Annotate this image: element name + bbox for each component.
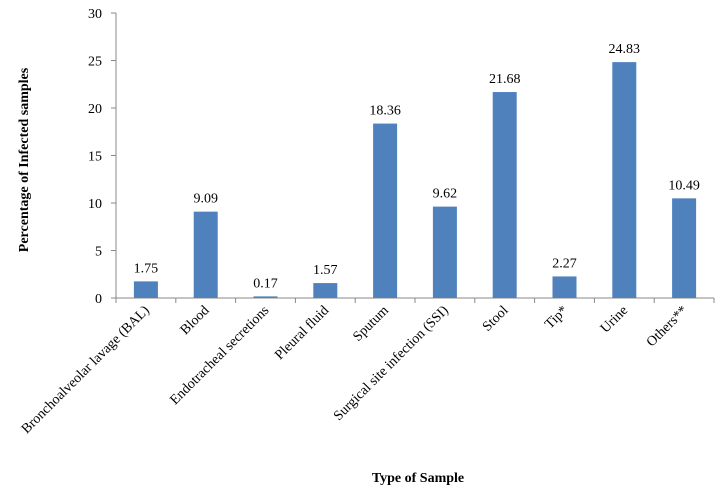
- bar: [313, 283, 338, 298]
- bar: [672, 198, 697, 298]
- y-tick-label: 25: [88, 55, 102, 70]
- category-label: Sputum: [351, 303, 392, 344]
- data-label: 10.49: [668, 178, 700, 193]
- category-label: Urine: [598, 303, 631, 336]
- y-axis-title: Percentage of Infected samples: [17, 67, 32, 252]
- bar: [253, 296, 278, 298]
- data-label: 18.36: [369, 104, 401, 119]
- y-tick-label: 10: [88, 197, 102, 212]
- bar: [373, 123, 398, 298]
- data-labels: 1.75 9.09 0.17 1.57 18.36 9.62 21.68 2.27 24.83 1…: [134, 42, 700, 291]
- data-label: 2.27: [552, 256, 577, 271]
- y-tick-label: 5: [95, 245, 102, 260]
- bar: [133, 281, 158, 298]
- category-labels: Bronchoalveolar lavage (BAL) BloodEndotra…: [19, 303, 691, 437]
- data-label: 9.09: [193, 192, 218, 207]
- data-label: 21.68: [489, 72, 521, 87]
- category-label: Pleural fluid: [272, 303, 332, 363]
- category-label: Others**: [644, 303, 691, 350]
- data-label: 9.62: [433, 187, 458, 202]
- bar: [612, 62, 637, 298]
- category-label: Surgical site infection (SSI): [331, 303, 452, 424]
- y-tick-label: 15: [88, 150, 102, 165]
- category-label: Blood: [178, 303, 213, 338]
- bar: [492, 92, 517, 298]
- bar: [552, 276, 577, 298]
- bar: [193, 211, 218, 298]
- x-axis: [115, 297, 715, 303]
- data-label: 24.83: [609, 42, 641, 57]
- category-label: Tip*: [542, 303, 571, 332]
- x-axis-title: Type of Sample: [372, 471, 464, 486]
- y-axis: 0 5 10 15 20 25 30: [88, 7, 117, 307]
- category-label: Stool: [480, 303, 512, 335]
- category-label: Bronchoalveolar lavage (BAL): [19, 303, 153, 437]
- data-label: 0.17: [253, 276, 278, 291]
- bar: [432, 206, 457, 298]
- bars: [133, 62, 697, 298]
- data-label: 1.57: [313, 263, 338, 278]
- category-label: Endotracheal secretions: [167, 303, 272, 408]
- data-label: 1.75: [134, 261, 159, 276]
- y-tick-label: 30: [88, 7, 102, 22]
- y-tick-label: 0: [95, 292, 102, 307]
- y-tick-label: 20: [88, 102, 102, 117]
